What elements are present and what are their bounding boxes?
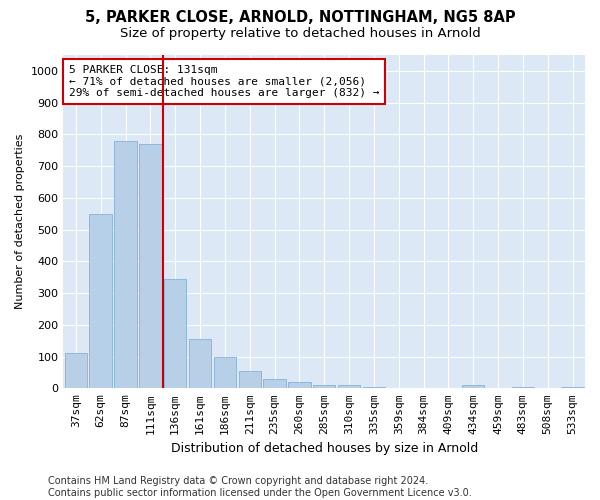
Bar: [89, 214, 112, 388]
X-axis label: Distribution of detached houses by size in Arnold: Distribution of detached houses by size …: [170, 442, 478, 455]
Bar: [512, 386, 534, 388]
Bar: [139, 144, 161, 388]
Text: 5, PARKER CLOSE, ARNOLD, NOTTINGHAM, NG5 8AP: 5, PARKER CLOSE, ARNOLD, NOTTINGHAM, NG5…: [85, 10, 515, 25]
Bar: [363, 386, 385, 388]
Bar: [189, 339, 211, 388]
Bar: [65, 354, 87, 388]
Bar: [562, 386, 584, 388]
Bar: [462, 385, 484, 388]
Bar: [239, 371, 261, 388]
Bar: [338, 385, 360, 388]
Y-axis label: Number of detached properties: Number of detached properties: [15, 134, 25, 310]
Bar: [214, 356, 236, 388]
Bar: [164, 279, 187, 388]
Bar: [115, 140, 137, 388]
Text: 5 PARKER CLOSE: 131sqm
← 71% of detached houses are smaller (2,056)
29% of semi-: 5 PARKER CLOSE: 131sqm ← 71% of detached…: [68, 65, 379, 98]
Text: Size of property relative to detached houses in Arnold: Size of property relative to detached ho…: [119, 28, 481, 40]
Text: Contains HM Land Registry data © Crown copyright and database right 2024.
Contai: Contains HM Land Registry data © Crown c…: [48, 476, 472, 498]
Bar: [288, 382, 311, 388]
Bar: [313, 385, 335, 388]
Bar: [263, 379, 286, 388]
